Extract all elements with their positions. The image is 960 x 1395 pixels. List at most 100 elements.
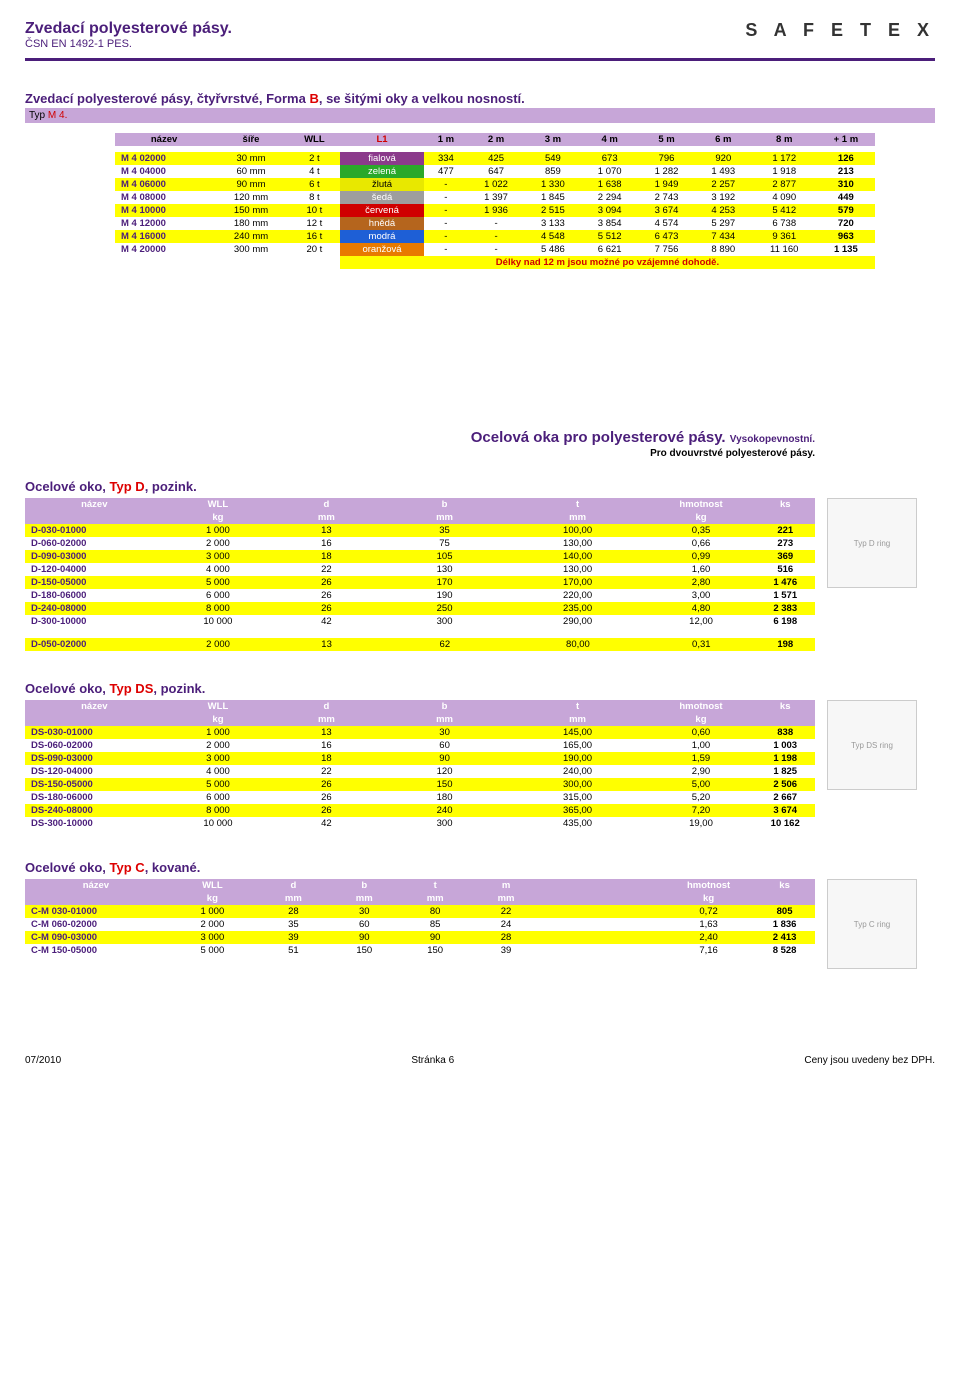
table-cell: 477 bbox=[424, 165, 468, 178]
table-cell: 150 bbox=[329, 944, 400, 957]
table-row: DS-300-1000010 00042300435,0019,0010 162 bbox=[25, 817, 815, 830]
table-cell: DS-240-08000 bbox=[25, 804, 164, 817]
table-cell: - bbox=[424, 204, 468, 217]
table-row: C-M 030-010001 000283080220,72805 bbox=[25, 905, 815, 918]
table-cell: 220,00 bbox=[509, 589, 647, 602]
table-cell: 100,00 bbox=[509, 524, 647, 537]
section-c-title: Ocelové oko, Typ C, kované. bbox=[25, 860, 935, 875]
table-cell: 240,00 bbox=[509, 765, 647, 778]
table-cell: 1 000 bbox=[167, 905, 258, 918]
table-cell: 449 bbox=[817, 191, 875, 204]
col-header: 3 m bbox=[524, 133, 581, 146]
col-header: název bbox=[115, 133, 213, 146]
table-cell: D-060-02000 bbox=[25, 537, 164, 550]
table-cell: 315,00 bbox=[509, 791, 647, 804]
table-cell: 290,00 bbox=[509, 615, 647, 628]
section-d-title-c: , pozink. bbox=[145, 479, 197, 494]
footer-page: Stránka 6 bbox=[411, 1055, 454, 1066]
col-header: t bbox=[400, 879, 471, 892]
table-cell: 16 t bbox=[289, 230, 340, 243]
table-row: M 4 16000240 mm16 tmodrá--4 5485 5126 47… bbox=[115, 230, 875, 243]
unit-header: mm bbox=[272, 511, 380, 524]
table-cell: - bbox=[424, 191, 468, 204]
table-cell: 10 t bbox=[289, 204, 340, 217]
table-cell: 2,80 bbox=[647, 576, 756, 589]
section-ds-title-c: , pozink. bbox=[153, 681, 205, 696]
table-cell: 838 bbox=[755, 726, 815, 739]
table-cell: 3 000 bbox=[164, 752, 273, 765]
page-subtitle: ČSN EN 1492-1 PES. bbox=[25, 38, 232, 50]
table-cell: 435,00 bbox=[509, 817, 647, 830]
table-cell: 720 bbox=[817, 217, 875, 230]
table-cell: 130 bbox=[381, 563, 509, 576]
table-cell: 198 bbox=[756, 638, 815, 651]
table-cell: 10 000 bbox=[164, 615, 273, 628]
section-ds-title-b: Typ DS bbox=[110, 681, 154, 696]
table-cell: 250 bbox=[381, 602, 509, 615]
table-cell: 240 bbox=[381, 804, 509, 817]
table-cell: 42 bbox=[272, 615, 380, 628]
rings-subtitle-2: Pro dvouvrstvé polyesterové pásy. bbox=[25, 448, 815, 459]
rings-title-text: Ocelová oka pro polyesterové pásy. bbox=[471, 429, 726, 446]
unit-header: kg bbox=[164, 511, 273, 524]
table-cell: 105 bbox=[381, 550, 509, 563]
unit-header: mm bbox=[509, 713, 647, 726]
table-cell: 9 361 bbox=[752, 230, 817, 243]
table-cell: 39 bbox=[258, 931, 329, 944]
table-row: M 4 0400060 mm4 tzelená4776478591 0701 2… bbox=[115, 165, 875, 178]
table-cell: DS-180-06000 bbox=[25, 791, 164, 804]
table-row: C-M 090-030003 000399090282,402 413 bbox=[25, 931, 815, 944]
table-cell: C-M 030-01000 bbox=[25, 905, 167, 918]
rings-subtitle-1: Vysokopevnostní. bbox=[730, 434, 815, 445]
table-cell: 60 bbox=[329, 918, 400, 931]
table-cell: 4 000 bbox=[164, 765, 273, 778]
table-cell: 3 000 bbox=[167, 931, 258, 944]
table-cell: 1 330 bbox=[524, 178, 581, 191]
table-cell: 2,90 bbox=[647, 765, 756, 778]
table-cell: 5 000 bbox=[164, 778, 273, 791]
unit-header bbox=[754, 892, 815, 905]
col-header: WLL bbox=[164, 700, 273, 713]
table-cell: DS-300-10000 bbox=[25, 817, 164, 830]
table-row: D-050-020002 000136280,000,31198 bbox=[25, 638, 815, 651]
table-cell: 2,40 bbox=[663, 931, 754, 944]
table-cell: 7 434 bbox=[695, 230, 752, 243]
col-header: L1 bbox=[340, 133, 424, 146]
table-row: D-240-080008 00026250235,004,802 383 bbox=[25, 602, 815, 615]
table-cell: 10 000 bbox=[164, 817, 273, 830]
ring-d-image: Typ D ring bbox=[827, 498, 917, 588]
table-cell: 6 198 bbox=[755, 615, 815, 628]
table-cell: 62 bbox=[381, 638, 509, 651]
table-row: M 4 10000150 mm10 tčervená-1 9362 5153 0… bbox=[115, 204, 875, 217]
table-cell: 60 bbox=[381, 739, 509, 752]
type-value: M 4. bbox=[48, 110, 67, 121]
table-cell: 11 160 bbox=[752, 243, 817, 256]
table-cell: 549 bbox=[524, 152, 581, 165]
section1-title-part-b: B bbox=[309, 91, 318, 106]
table-cell: 4 548 bbox=[524, 230, 581, 243]
table-cell: 165,00 bbox=[509, 739, 647, 752]
table-row: D-060-020002 0001675130,000,66273 bbox=[25, 537, 815, 550]
table-cell: 80,00 bbox=[509, 638, 647, 651]
table-cell: - bbox=[468, 217, 525, 230]
table-cell: 796 bbox=[638, 152, 695, 165]
footer-date: 07/2010 bbox=[25, 1055, 61, 1066]
table-cell: 1 172 bbox=[752, 152, 817, 165]
table-cell: 2 294 bbox=[581, 191, 638, 204]
table-cell: 19,00 bbox=[647, 817, 756, 830]
table-cell: 8 t bbox=[289, 191, 340, 204]
table-cell: šedá bbox=[340, 191, 424, 204]
table-cell: 8 000 bbox=[164, 804, 273, 817]
table-cell: 2 515 bbox=[524, 204, 581, 217]
table-cell: 190,00 bbox=[509, 752, 647, 765]
table-row: D-120-040004 00022130130,001,60516 bbox=[25, 563, 815, 576]
table-cell: 1 070 bbox=[581, 165, 638, 178]
table-cell: 12 t bbox=[289, 217, 340, 230]
table-cell: 4 t bbox=[289, 165, 340, 178]
table-cell: 5 412 bbox=[752, 204, 817, 217]
table-cell: 300 bbox=[381, 817, 509, 830]
table-cell: 3 000 bbox=[164, 550, 273, 563]
table-cell: červená bbox=[340, 204, 424, 217]
table-cell bbox=[541, 931, 663, 944]
table-cell: 22 bbox=[272, 563, 380, 576]
